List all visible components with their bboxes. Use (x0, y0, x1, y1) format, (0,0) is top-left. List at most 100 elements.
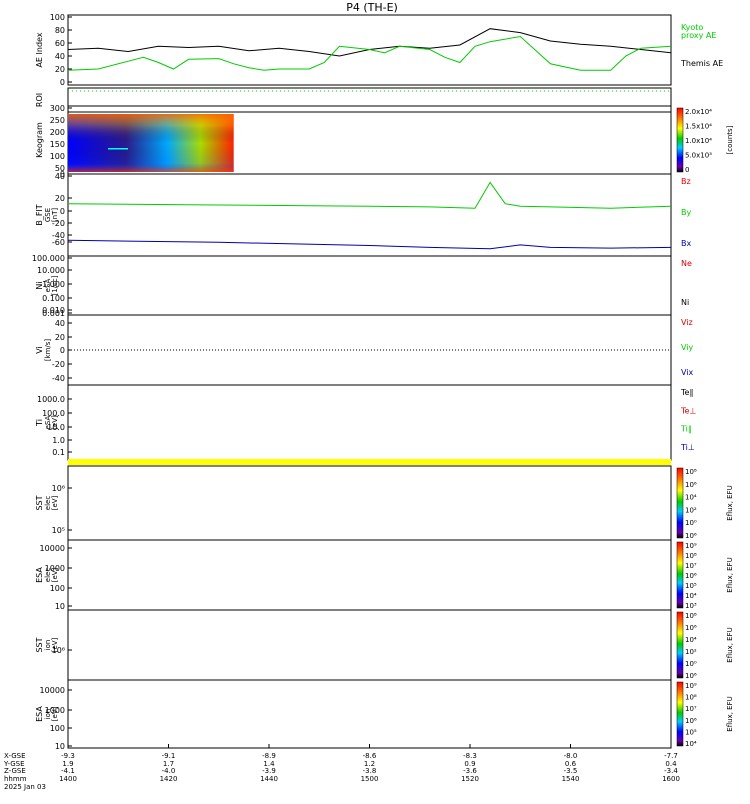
y-tick-label: 1000 (45, 564, 65, 573)
xaxis-tick-label: -3.8 (363, 767, 377, 775)
y-tick-label: -40 (52, 374, 65, 383)
y-tick-label: 40 (55, 52, 65, 61)
y-tick-label: 10 (55, 602, 65, 611)
colorbar-tick-label: 0 (685, 166, 689, 174)
panel-ysublabel: [eV] (51, 706, 59, 721)
panel-roi: ROI (35, 87, 672, 113)
panel-ysublabel: [eV] (51, 415, 59, 430)
colorbar-tick-label: 10⁸ (685, 694, 697, 702)
y-tick-label: 100 (50, 724, 65, 733)
xaxis-tick-label: 0.4 (665, 760, 677, 768)
panel-ysublabel: ion (44, 640, 52, 651)
xaxis-tick-label: 1440 (260, 775, 278, 783)
xaxis-tick-label: -4.1 (61, 767, 75, 775)
xaxis-tick-label: 1520 (461, 775, 479, 783)
y-tick-label: 1000.0 (37, 395, 65, 404)
y-tick-label: 0.001 (42, 309, 65, 318)
y-tick-label: 20 (55, 65, 65, 74)
colorbar-tick-label: 10² (685, 648, 697, 656)
panel-ysublabel: [1/cc] (51, 275, 59, 295)
colorbar-unit: Eflux, EFU (726, 485, 734, 520)
panel-ysublabel: elec (44, 496, 52, 511)
colorbar-unit: Eflux, EFU (726, 557, 734, 592)
keogram-overlay (68, 114, 234, 172)
y-tick-label: 10⁶ (52, 484, 65, 493)
y-tick-label: 0 (60, 78, 65, 87)
y-tick-label: 40 (55, 319, 65, 328)
panel-frame (67, 173, 672, 257)
xaxis-tick-label: -3.9 (262, 767, 276, 775)
colorbar-tick-label: 10⁴ (685, 592, 697, 600)
y-tick-label: 10.0 (47, 423, 65, 432)
colorbar-tick-label: 10⁶ (685, 717, 697, 725)
y-tick-label: 0 (60, 346, 65, 355)
xaxis-tick-label: -9.3 (61, 752, 75, 760)
y-tick-label: 40 (55, 172, 65, 181)
colorbar-tick-label: 10⁶ (685, 481, 697, 489)
colorbar (676, 681, 684, 747)
xaxis-row-label: X-GSE (4, 752, 26, 760)
series-bx (67, 239, 672, 250)
xaxis-tick-label: -3.6 (463, 767, 477, 775)
panel-keogram: Keogram3002502001501005002.0x10⁴1.5x10⁴1… (35, 104, 734, 179)
legend-entry: Te⊥ (680, 406, 696, 415)
xaxis-tick-label: 1.9 (62, 760, 73, 768)
panel-ysublabel: eSA (44, 278, 52, 292)
y-tick-label: 0 (60, 170, 65, 179)
legend-entry: Ti⊥ (680, 443, 695, 452)
status-bar-yellow (68, 459, 671, 465)
y-tick-label: 100.000 (32, 254, 65, 263)
colorbar-unit: Eflux, EFU (726, 627, 734, 662)
colorbar-tick-label: 10⁸ (685, 468, 697, 476)
legend-entry: Te∥ (680, 388, 693, 397)
colorbar-tick-label: 10⁸ (685, 552, 697, 560)
y-tick-label: 10000 (40, 686, 65, 695)
panel-esa_i: ESA ion [eV] 10000 1000 100 10 10⁹ 10⁸ 10⁷ 10⁶ 10⁵ 1… (35, 679, 734, 751)
panel-ylabel: Ti (35, 419, 44, 427)
colorbar-tick-label: 10⁴ (685, 636, 697, 644)
y-tick-label: 10⁵ (52, 526, 65, 535)
panel-frame (67, 87, 672, 113)
legend-entry: Themis AE (680, 59, 723, 68)
colorbar-tick-label: 5.0x10³ (685, 152, 712, 160)
colorbar-tick-label: 10⁴ (685, 494, 697, 502)
panel-sst_e: SST elec [eV] 10⁶ 10⁵ 10⁸ 10⁶ 10⁴ 10² 10⁰ 10⁶ Eflux… (35, 465, 734, 541)
y-tick-label: 100 (50, 152, 65, 161)
legend-entry: Bz (681, 177, 691, 186)
colorbar-tick-label: 10⁷ (685, 705, 697, 713)
panel-ylabel: ROI (35, 93, 44, 107)
panel-ylabel: Ni (35, 281, 44, 289)
panel-ysublabel: ion (44, 709, 52, 720)
y-tick-label: 0.010 (42, 306, 65, 315)
y-tick-label: 200 (50, 128, 65, 137)
xaxis-tick-label: 0.9 (464, 760, 475, 768)
y-tick-label: 0.100 (42, 294, 65, 303)
xaxis-tick-label: -7.7 (664, 752, 678, 760)
legend-entry: Ne (681, 259, 692, 268)
colorbar (676, 107, 684, 173)
y-tick-label: 60 (55, 39, 65, 48)
y-tick-label: -20 (52, 360, 65, 369)
colorbar-tick-label: 10² (685, 506, 697, 514)
xaxis-tick-label: -4.0 (162, 767, 176, 775)
xaxis-tick-label: 0.6 (565, 760, 577, 768)
legend-entry: Viy (681, 343, 694, 352)
y-tick-label: 20 (55, 194, 65, 203)
xaxis-row-label: hhmm (4, 775, 27, 783)
panel-frame (67, 384, 672, 461)
panel-vi: Vi [km/s] 40 20 0 -20 -40 Viz Viy Vix (35, 314, 694, 386)
y-tick-label: 10 (55, 742, 65, 751)
y-tick-label: -60 (52, 238, 65, 247)
legend-entry: Vix (681, 368, 694, 377)
series-kyoto-proxy-ae (67, 35, 672, 71)
panel-ysublabel: elec (44, 568, 52, 583)
xaxis-tick-label: -9.1 (162, 752, 176, 760)
series-by (67, 181, 672, 209)
panel-ni: Ni eSA [1/cc]100.00010.0001.0000.1000.0100… (32, 254, 692, 318)
y-tick-label: 80 (55, 26, 65, 35)
panel-frame (67, 679, 672, 749)
